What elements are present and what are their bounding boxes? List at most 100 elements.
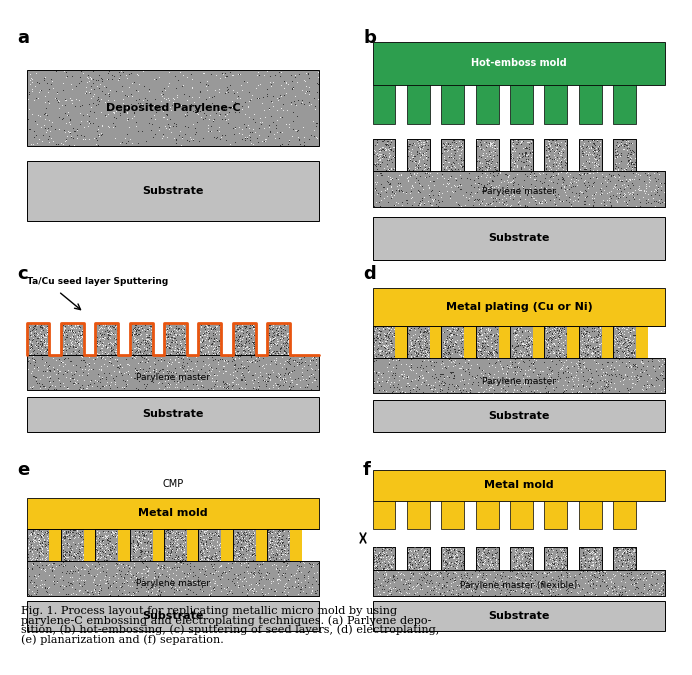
Point: [205, 531, 216, 542]
Point: [603, 194, 614, 205]
Point: [473, 179, 484, 190]
Point: [543, 583, 554, 593]
Point: [102, 535, 113, 545]
Point: [420, 163, 431, 173]
Point: [437, 178, 448, 189]
Point: [606, 171, 617, 182]
Point: [486, 347, 497, 358]
Point: [194, 336, 205, 347]
Point: [511, 562, 522, 573]
Point: [371, 560, 382, 570]
Point: [32, 544, 43, 555]
Point: [551, 545, 562, 556]
Point: [33, 534, 44, 545]
Point: [457, 161, 468, 171]
Point: [488, 350, 499, 360]
Point: [171, 329, 182, 340]
Point: [523, 141, 534, 152]
Point: [141, 561, 152, 572]
Point: [502, 181, 513, 192]
Point: [619, 542, 630, 553]
Point: [516, 139, 527, 150]
Point: [499, 384, 510, 395]
Point: [446, 547, 457, 558]
Point: [266, 364, 277, 375]
Point: [132, 567, 143, 578]
Point: [30, 589, 41, 599]
Point: [253, 567, 264, 578]
Point: [60, 72, 71, 82]
Point: [371, 323, 382, 334]
Point: [120, 138, 131, 149]
Point: [510, 142, 521, 153]
Point: [144, 537, 155, 547]
Point: [265, 335, 276, 346]
Point: [197, 530, 208, 541]
Point: [152, 562, 163, 572]
Point: [130, 320, 141, 331]
Point: [219, 583, 230, 594]
Point: [446, 348, 457, 358]
Point: [592, 332, 603, 343]
Point: [585, 580, 596, 591]
Point: [639, 582, 650, 593]
Point: [511, 325, 522, 336]
Point: [544, 346, 555, 357]
Point: [32, 587, 43, 597]
Point: [102, 550, 113, 561]
Point: [548, 562, 559, 572]
Point: [130, 365, 141, 376]
Point: [457, 545, 468, 556]
Point: [486, 374, 497, 385]
Point: [376, 375, 388, 386]
Point: [370, 148, 381, 159]
Point: [592, 562, 603, 572]
Point: [108, 112, 119, 123]
Point: [42, 583, 53, 593]
Point: [446, 385, 457, 396]
Point: [140, 383, 151, 394]
Point: [500, 199, 511, 210]
Point: [511, 375, 522, 386]
Point: [405, 351, 416, 362]
Point: [659, 372, 670, 383]
Point: [203, 545, 215, 556]
Point: [91, 529, 102, 540]
Point: [379, 563, 390, 574]
Point: [70, 342, 81, 353]
Point: [59, 535, 70, 545]
Point: [296, 367, 307, 378]
Point: [174, 330, 185, 341]
Point: [548, 169, 559, 180]
Point: [482, 325, 493, 335]
Point: [371, 331, 382, 342]
Point: [304, 356, 316, 367]
Point: [479, 335, 490, 346]
Point: [120, 568, 131, 579]
Point: [643, 578, 654, 589]
Point: [387, 552, 398, 563]
Point: [24, 322, 35, 333]
Point: [84, 564, 95, 574]
Point: [142, 533, 153, 543]
Point: [416, 370, 427, 381]
Point: [63, 580, 74, 591]
Point: [56, 567, 67, 578]
Point: [33, 533, 44, 544]
Point: [139, 379, 150, 389]
Point: [130, 336, 141, 347]
Point: [587, 332, 598, 343]
Point: [560, 335, 571, 346]
Point: [32, 540, 43, 551]
Point: [273, 537, 284, 547]
Bar: [579, 501, 602, 529]
Point: [577, 147, 588, 158]
Point: [149, 568, 161, 578]
Point: [586, 157, 597, 167]
Point: [583, 334, 594, 345]
Point: [25, 555, 36, 566]
Point: [573, 580, 584, 591]
Point: [226, 381, 237, 392]
Point: [380, 543, 391, 554]
Point: [381, 165, 392, 176]
